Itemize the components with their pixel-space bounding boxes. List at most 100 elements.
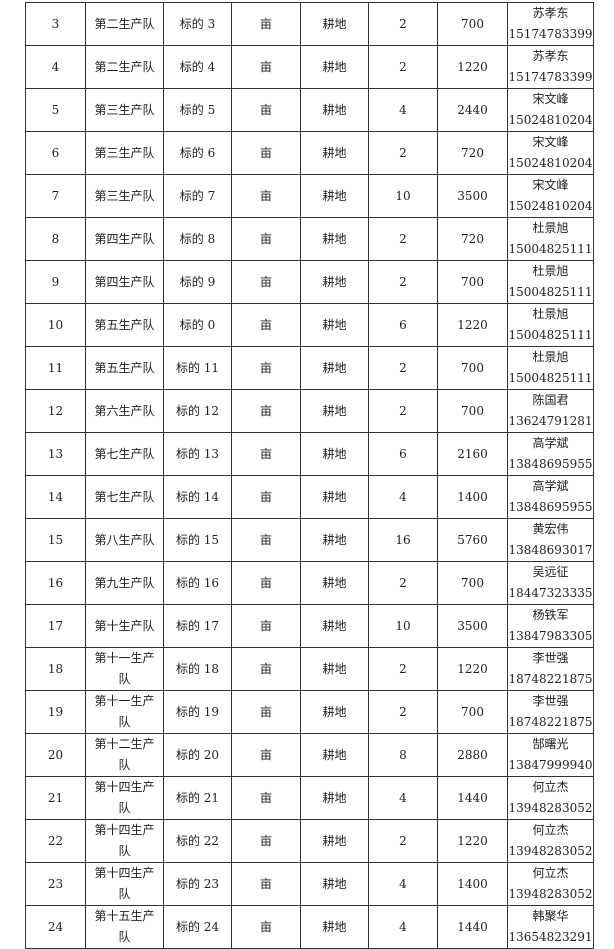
contact-name: 苏孝东 bbox=[532, 6, 569, 20]
area: 2 bbox=[399, 59, 407, 74]
production-team-cell: 第四生产队 bbox=[85, 217, 164, 261]
contact-name: 李世强 bbox=[532, 651, 569, 665]
land-type-cell: 耕地 bbox=[300, 260, 369, 304]
contact-name: 韩聚华 bbox=[532, 909, 569, 923]
area-cell: 2 bbox=[368, 45, 438, 89]
area: 6 bbox=[399, 317, 407, 332]
contact-cell: 高学斌 13848695955 bbox=[507, 475, 594, 519]
land-type: 耕地 bbox=[322, 102, 347, 117]
unit-cell: 亩 bbox=[231, 346, 301, 390]
row-number-cell: 21 bbox=[25, 776, 86, 820]
area: 4 bbox=[399, 489, 407, 504]
unit-cell: 亩 bbox=[231, 174, 301, 218]
unit-cell: 亩 bbox=[231, 389, 301, 433]
area-cell: 10 bbox=[368, 174, 438, 218]
contact-cell: 韩聚华 13654823291 bbox=[507, 905, 594, 949]
production-team-cell: 第十二生产队 bbox=[85, 733, 164, 777]
lot-name-cell: 标的 0 bbox=[163, 303, 232, 347]
row-number: 14 bbox=[47, 489, 64, 504]
production-team: 第十二生产队 bbox=[94, 737, 155, 772]
land-type: 耕地 bbox=[322, 704, 347, 719]
contact-name: 苏孝东 bbox=[532, 49, 569, 63]
row-number: 9 bbox=[51, 274, 60, 289]
row-number: 12 bbox=[47, 403, 64, 418]
contact-name: 宋文峰 bbox=[532, 92, 569, 106]
contact-cell: 何立杰 13948283052 bbox=[507, 819, 594, 863]
price: 700 bbox=[461, 16, 484, 31]
unit: 亩 bbox=[259, 360, 272, 375]
contact-cell: 杜景旭 15004825111 bbox=[507, 346, 594, 390]
contact-phone: 13847999940 bbox=[508, 758, 593, 772]
land-type: 耕地 bbox=[322, 231, 347, 246]
lot-name: 标的 13 bbox=[175, 446, 220, 461]
unit: 亩 bbox=[259, 59, 272, 74]
price-cell: 700 bbox=[437, 561, 508, 605]
row-number: 16 bbox=[47, 575, 64, 590]
land-type: 耕地 bbox=[322, 661, 347, 676]
land-type: 耕地 bbox=[322, 618, 347, 633]
table-row: 23 第十四生产队 标的 23 亩 耕地 4 1400 何立杰 13948283052 bbox=[25, 862, 594, 906]
contact-phone: 13948283052 bbox=[508, 844, 593, 858]
unit-cell: 亩 bbox=[231, 45, 301, 89]
table-row: 24 第十五生产队 标的 24 亩 耕地 4 1440 韩聚华 13654823291 bbox=[25, 905, 594, 949]
land-type: 耕地 bbox=[322, 188, 347, 203]
unit: 亩 bbox=[259, 532, 272, 547]
price: 1440 bbox=[457, 790, 488, 805]
unit: 亩 bbox=[259, 704, 272, 719]
contact-phone: 15174783399 bbox=[508, 27, 593, 41]
unit-cell: 亩 bbox=[231, 217, 301, 261]
contact-cell: 何立杰 13948283052 bbox=[507, 776, 594, 820]
price: 5760 bbox=[457, 532, 488, 547]
price: 3500 bbox=[457, 618, 488, 633]
production-team-cell: 第二生产队 bbox=[85, 2, 164, 46]
unit-cell: 亩 bbox=[231, 260, 301, 304]
land-type-cell: 耕地 bbox=[300, 2, 369, 46]
price: 2160 bbox=[457, 446, 488, 461]
land-type-cell: 耕地 bbox=[300, 733, 369, 777]
table-row: 12 第六生产队 标的 12 亩 耕地 2 700 陈国君 13624791281 bbox=[25, 389, 594, 433]
price: 700 bbox=[461, 274, 484, 289]
land-type-cell: 耕地 bbox=[300, 174, 369, 218]
production-team: 第三生产队 bbox=[94, 102, 155, 117]
production-team: 第六生产队 bbox=[94, 403, 155, 418]
contact-name: 高学斌 bbox=[532, 479, 569, 493]
table-row: 3 第二生产队 标的 3 亩 耕地 2 700 苏孝东 15174783399 bbox=[25, 2, 594, 46]
area: 2 bbox=[399, 575, 407, 590]
contact-cell: 杜景旭 15004825111 bbox=[507, 260, 594, 304]
land-type-cell: 耕地 bbox=[300, 604, 369, 648]
land-type: 耕地 bbox=[322, 403, 347, 418]
row-number-cell: 17 bbox=[25, 604, 86, 648]
contact-phone: 15004825111 bbox=[508, 285, 593, 299]
unit-cell: 亩 bbox=[231, 647, 301, 691]
lot-name-cell: 标的 20 bbox=[163, 733, 232, 777]
price-cell: 1400 bbox=[437, 862, 508, 906]
land-type-cell: 耕地 bbox=[300, 690, 369, 734]
row-number: 17 bbox=[47, 618, 64, 633]
row-number-cell: 3 bbox=[25, 2, 86, 46]
area: 4 bbox=[399, 790, 407, 805]
lot-name: 标的 17 bbox=[175, 618, 220, 633]
land-type-cell: 耕地 bbox=[300, 303, 369, 347]
contact-phone: 15024810204 bbox=[508, 199, 593, 213]
lot-name-cell: 标的 4 bbox=[163, 45, 232, 89]
production-team: 第五生产队 bbox=[94, 317, 155, 332]
row-number-cell: 15 bbox=[25, 518, 86, 562]
contact-name: 高学斌 bbox=[532, 436, 569, 450]
contact-phone: 15004825111 bbox=[508, 371, 593, 385]
production-team: 第二生产队 bbox=[94, 59, 155, 74]
lot-name: 标的 12 bbox=[175, 403, 220, 418]
price: 720 bbox=[461, 145, 484, 160]
table-row: 20 第十二生产队 标的 20 亩 耕地 8 2880 郜曙光 13847999940 bbox=[25, 733, 594, 777]
production-team-cell: 第九生产队 bbox=[85, 561, 164, 605]
area-cell: 4 bbox=[368, 88, 438, 132]
table-row: 22 第十四生产队 标的 22 亩 耕地 2 1220 何立杰 13948283052 bbox=[25, 819, 594, 863]
row-number: 19 bbox=[47, 704, 64, 719]
land-type: 耕地 bbox=[322, 532, 347, 547]
table-row: 17 第十生产队 标的 17 亩 耕地 10 3500 杨铁军 13847983305 bbox=[25, 604, 594, 648]
area: 2 bbox=[399, 16, 407, 31]
production-team-cell: 第七生产队 bbox=[85, 475, 164, 519]
unit: 亩 bbox=[259, 188, 272, 203]
row-number-cell: 10 bbox=[25, 303, 86, 347]
production-team-cell: 第十五生产队 bbox=[85, 905, 164, 949]
area-cell: 2 bbox=[368, 389, 438, 433]
